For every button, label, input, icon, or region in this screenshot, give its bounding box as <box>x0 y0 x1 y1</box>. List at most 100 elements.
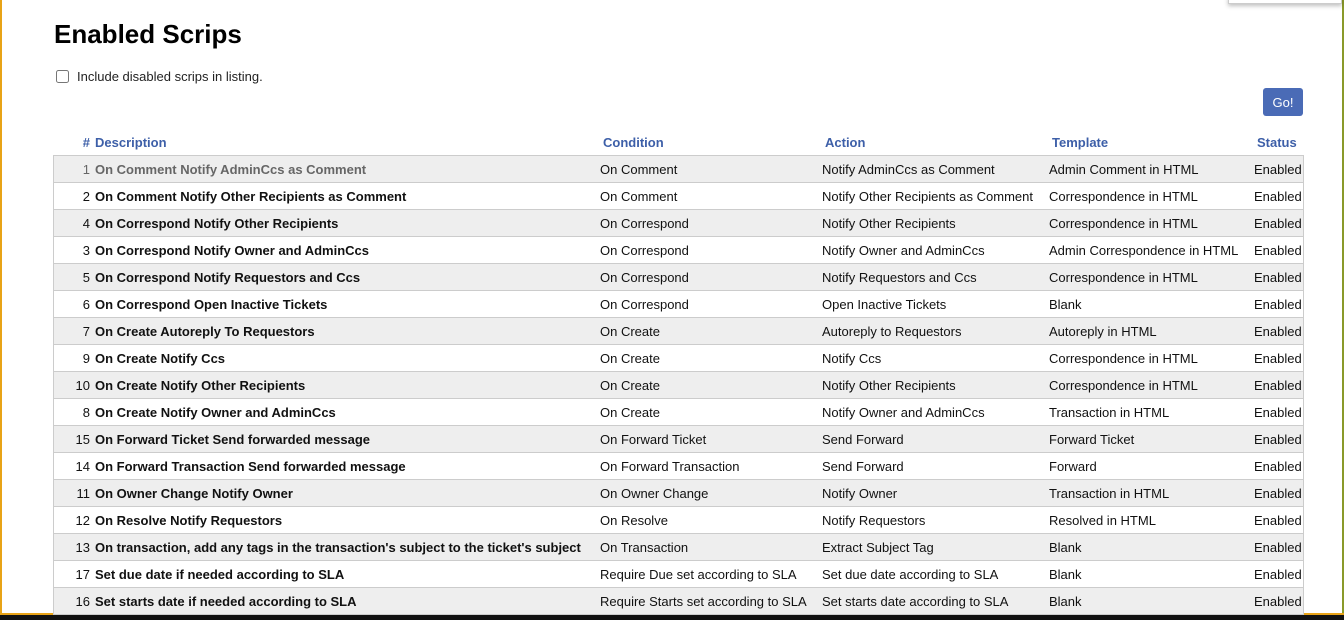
scrip-id[interactable]: 5 <box>53 263 90 291</box>
column-header-condition[interactable]: Condition <box>603 134 664 150</box>
scrip-id[interactable]: 4 <box>53 209 90 237</box>
table-row[interactable]: 14 On Forward Transaction Send forwarded … <box>53 452 1304 480</box>
column-header-id[interactable]: # <box>82 134 90 150</box>
scrip-description[interactable]: On Resolve Notify Requestors <box>90 506 600 534</box>
scrip-status: Enabled <box>1254 506 1304 534</box>
dropdown-popup <box>1228 0 1342 4</box>
scrip-id[interactable]: 6 <box>53 290 90 318</box>
scrip-action: Autoreply to Requestors <box>822 317 1049 345</box>
scrip-template: Forward Ticket <box>1049 425 1254 453</box>
table-row[interactable]: 4 On Correspond Notify Other Recipients On… <box>53 209 1304 237</box>
scrip-condition: On Comment <box>600 155 822 183</box>
table-row[interactable]: 10 On Create Notify Other Recipients On Cr… <box>53 371 1304 399</box>
scrip-action: Set starts date according to SLA <box>822 587 1049 615</box>
scrip-template: Correspondence in HTML <box>1049 209 1254 237</box>
scrip-description[interactable]: On Correspond Notify Other Recipients <box>90 209 600 237</box>
scrip-id[interactable]: 9 <box>53 344 90 372</box>
table-row[interactable]: 8 On Create Notify Owner and AdminCcs On C… <box>53 398 1304 426</box>
scrip-id[interactable]: 11 <box>53 479 90 507</box>
table-row[interactable]: 9 On Create Notify Ccs On Create Notify Ccs… <box>53 344 1304 372</box>
scrip-description[interactable]: On Create Autoreply To Requestors <box>90 317 600 345</box>
scrip-action: Extract Subject Tag <box>822 533 1049 561</box>
scrip-description[interactable]: On Create Notify Ccs <box>90 344 600 372</box>
scrip-status: Enabled <box>1254 317 1304 345</box>
scrip-template: Blank <box>1049 290 1254 318</box>
table-row[interactable]: 6 On Correspond Open Inactive Tickets On C… <box>53 290 1304 318</box>
scrip-action: Notify Ccs <box>822 344 1049 372</box>
scrip-status: Enabled <box>1254 479 1304 507</box>
scrip-status: Enabled <box>1254 209 1304 237</box>
scrip-description[interactable]: On Correspond Open Inactive Tickets <box>90 290 600 318</box>
scrip-id[interactable]: 15 <box>53 425 90 453</box>
table-row[interactable]: 3 On Correspond Notify Owner and AdminCcs… <box>53 236 1304 264</box>
table-row[interactable]: 13 On transaction, add any tags in the tr… <box>53 533 1304 561</box>
scrip-action: Notify Requestors and Ccs <box>822 263 1049 291</box>
scrip-action: Notify Owner and AdminCcs <box>822 398 1049 426</box>
scrip-status: Enabled <box>1254 398 1304 426</box>
scrip-id[interactable]: 1 <box>53 155 90 183</box>
table-row[interactable]: 11 On Owner Change Notify Owner On Owner C… <box>53 479 1304 507</box>
scrip-description[interactable]: On Comment Notify AdminCcs as Comment <box>90 155 600 183</box>
scrip-id[interactable]: 14 <box>53 452 90 480</box>
table-row[interactable]: 12 On Resolve Notify Requestors On Resolve… <box>53 506 1304 534</box>
scrip-id[interactable]: 2 <box>53 182 90 210</box>
scrip-action: Notify Other Recipients <box>822 371 1049 399</box>
table-row[interactable]: 15 On Forward Ticket Send forwarded messa… <box>53 425 1304 453</box>
scrip-description[interactable]: On Correspond Notify Requestors and Ccs <box>90 263 600 291</box>
scrip-id[interactable]: 13 <box>53 533 90 561</box>
scrip-id[interactable]: 12 <box>53 506 90 534</box>
table-row[interactable]: 2 On Comment Notify Other Recipients as C… <box>53 182 1304 210</box>
scrip-action: Notify Owner and AdminCcs <box>822 236 1049 264</box>
scrips-table: # Description Condition Action Template … <box>53 129 1304 615</box>
scrip-status: Enabled <box>1254 182 1304 210</box>
scrip-id[interactable]: 3 <box>53 236 90 264</box>
include-disabled-option[interactable]: Include disabled scrips in listing. <box>56 69 263 84</box>
scrip-status: Enabled <box>1254 533 1304 561</box>
scrip-description[interactable]: On Create Notify Other Recipients <box>90 371 600 399</box>
scrip-condition: On Comment <box>600 182 822 210</box>
table-row[interactable]: 17 Set due date if needed according to SL… <box>53 560 1304 588</box>
scrip-id[interactable]: 7 <box>53 317 90 345</box>
column-header-action[interactable]: Action <box>825 134 866 150</box>
scrip-status: Enabled <box>1254 560 1304 588</box>
scrip-template: Transaction in HTML <box>1049 479 1254 507</box>
scrip-description[interactable]: On Forward Ticket Send forwarded message <box>90 425 600 453</box>
table-row[interactable]: 5 On Correspond Notify Requestors and Ccs… <box>53 263 1304 291</box>
column-header-description[interactable]: Description <box>95 134 167 150</box>
scrip-description[interactable]: On Forward Transaction Send forwarded me… <box>90 452 600 480</box>
scrip-condition: Require Starts set according to SLA <box>600 587 822 615</box>
scrip-template: Admin Correspondence in HTML <box>1049 236 1254 264</box>
scrip-condition: On Correspond <box>600 209 822 237</box>
scrip-description[interactable]: On Comment Notify Other Recipients as Co… <box>90 182 600 210</box>
scrip-description[interactable]: Set starts date if needed according to S… <box>90 587 600 615</box>
column-header-status[interactable]: Status <box>1257 134 1297 150</box>
scrip-id[interactable]: 10 <box>53 371 90 399</box>
scrip-id[interactable]: 17 <box>53 560 90 588</box>
scrip-description[interactable]: Set due date if needed according to SLA <box>90 560 600 588</box>
scrip-condition: On Create <box>600 344 822 372</box>
scrip-template: Blank <box>1049 533 1254 561</box>
table-row[interactable]: 7 On Create Autoreply To Requestors On Cre… <box>53 317 1304 345</box>
scrip-template: Correspondence in HTML <box>1049 182 1254 210</box>
scrip-condition: On Create <box>600 317 822 345</box>
scrip-description[interactable]: On Create Notify Owner and AdminCcs <box>90 398 600 426</box>
include-disabled-checkbox[interactable] <box>56 70 69 83</box>
scrip-id[interactable]: 16 <box>53 587 90 615</box>
table-row[interactable]: 16 Set starts date if needed according to… <box>53 587 1304 615</box>
go-button[interactable]: Go! <box>1263 88 1303 116</box>
window-frame-right <box>1342 0 1344 620</box>
scrip-template: Forward <box>1049 452 1254 480</box>
scrip-condition: On Owner Change <box>600 479 822 507</box>
scrip-description[interactable]: On Owner Change Notify Owner <box>90 479 600 507</box>
table-row[interactable]: 1 On Comment Notify AdminCcs as Comment On… <box>53 155 1304 183</box>
scrip-condition: Require Due set according to SLA <box>600 560 822 588</box>
window-frame-left <box>0 0 2 620</box>
scrip-status: Enabled <box>1254 371 1304 399</box>
scrip-template: Resolved in HTML <box>1049 506 1254 534</box>
scrip-template: Blank <box>1049 587 1254 615</box>
column-header-template[interactable]: Template <box>1052 134 1109 150</box>
scrip-description[interactable]: On transaction, add any tags in the tran… <box>90 533 600 561</box>
scrip-action: Notify Other Recipients <box>822 209 1049 237</box>
scrip-id[interactable]: 8 <box>53 398 90 426</box>
scrip-description[interactable]: On Correspond Notify Owner and AdminCcs <box>90 236 600 264</box>
